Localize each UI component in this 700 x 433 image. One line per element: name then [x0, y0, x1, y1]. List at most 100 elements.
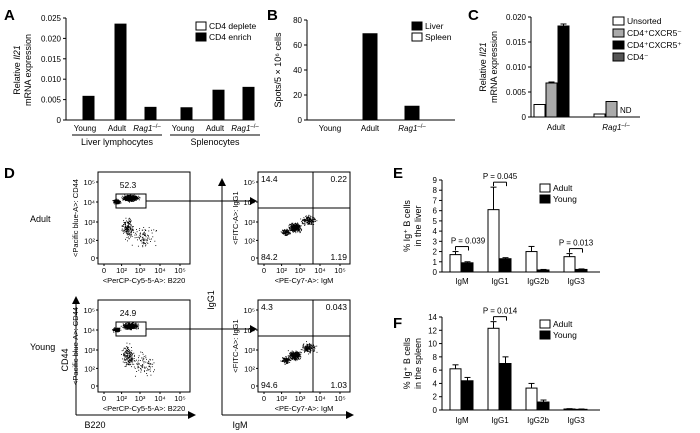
- panel-f-legend-swatch: [539, 319, 551, 329]
- panel-d-outer-left-xlabel: B220: [84, 420, 105, 430]
- panel-d-left-plot-event: [124, 228, 126, 230]
- panel-d-right-plot-event: [307, 351, 309, 353]
- panel-d-right-plot-event: [287, 231, 289, 233]
- panel-d-left-plot-event: [128, 324, 130, 326]
- panel-d-left-plot-event: [132, 324, 134, 326]
- panel-d-left-plot-event: [145, 366, 147, 368]
- panel-d-right-plot-event: [312, 216, 313, 218]
- panel-a-y-tick-label: 0.020: [41, 34, 62, 43]
- panel-c-category-label: Rag1–/–: [602, 123, 630, 132]
- panel-d-right-plot-event: [290, 351, 292, 353]
- panel-d-left-plot-event: [143, 242, 145, 244]
- panel-d-left-plot-event: [131, 234, 133, 236]
- panel-d-left-plot-event: [129, 228, 131, 230]
- panel-d-left-plot-event: [131, 200, 133, 202]
- panel-d-left-plot-event: [126, 228, 128, 230]
- panel-d-right-plot-event: [304, 225, 306, 226]
- panel-d-left-plot-event: [136, 195, 137, 197]
- panel-letter-f: F: [393, 315, 402, 332]
- panel-d-right-plot-event: [281, 229, 283, 231]
- panel-d-left-plot-event: [129, 222, 131, 224]
- panel-d-left-plot-event: [148, 230, 150, 232]
- panel-d-left-plot-event: [144, 371, 145, 373]
- panel-d-left-plot-event: [132, 228, 134, 230]
- panel-d-left-plot-event: [114, 328, 116, 330]
- panel-d-left-plot-event: [144, 367, 146, 369]
- panel-d-right-plot-event: [314, 219, 315, 220]
- panel-d-left-plot-event: [125, 222, 127, 224]
- panel-d-right-plot-event: [298, 355, 299, 356]
- panel-d-right-plot-event: [300, 228, 302, 230]
- panel-d-left-plot-event: [130, 226, 132, 228]
- panel-d-right-plot-event: [287, 350, 289, 352]
- panel-d-right-plot-event: [287, 232, 289, 234]
- panel-d-left-plot-event: [128, 196, 130, 198]
- panel-d-right-plot-event: [311, 218, 313, 220]
- panel-d-right-plot-event: [287, 234, 288, 235]
- panel-d-left-plot-event: [128, 234, 130, 235]
- panel-a-ylabel-line2: mRNA expression: [23, 34, 33, 106]
- panel-d-left-plot-event: [129, 326, 131, 328]
- panel-e-y-tick-label: 1: [433, 258, 438, 267]
- panel-d-left-plot-event: [142, 364, 144, 366]
- panel-d-left-plot-event: [130, 229, 132, 231]
- panel-d-left-plot-event: [123, 347, 125, 349]
- panel-d-right-plot-event: [293, 229, 295, 231]
- panel-d-right-plot-event: [299, 231, 301, 232]
- panel-d-left-plot-event: [133, 326, 135, 328]
- panel-d-left-plot-event: [136, 196, 138, 198]
- panel-d-left-plot-event: [132, 358, 134, 360]
- panel-d-left-plot-event: [130, 196, 132, 198]
- panel-d-left-plot-event: [127, 229, 129, 231]
- panel-a-category-label: Young: [172, 124, 194, 133]
- panel-d-left-plot-event: [125, 221, 127, 223]
- panel-d-left-plot-event: [113, 328, 115, 330]
- panel-d-right-plot-events: [280, 341, 318, 365]
- panel-d-right-plot-event: [288, 227, 290, 229]
- panel-d-quadrant-ll: 94.6: [261, 380, 278, 390]
- panel-d-right-plot-event: [302, 347, 304, 349]
- panel-d-left-plot-event: [131, 198, 132, 200]
- panel-d-left-plot-event: [126, 350, 128, 351]
- panel-d-right-plot-event: [302, 344, 304, 346]
- panel-d-left-plot-event: [128, 328, 130, 330]
- panel-d-right-x-tick-label: 10⁴: [314, 394, 326, 403]
- panel-d-left-plot-event: [141, 239, 143, 241]
- panel-d-right-plot-event: [289, 356, 291, 358]
- panel-d-left-plot-event: [116, 203, 118, 205]
- panel-d-left-plot-event: [123, 220, 125, 222]
- panel-d-left-plot-event: [149, 238, 151, 240]
- panel-d-right-plot-event: [286, 363, 288, 364]
- panel-d-left-plot-event: [144, 235, 145, 236]
- panel-d-left-y-tick-label: 0: [91, 382, 95, 391]
- panel-a-bar: [82, 95, 95, 121]
- panel-d-left-plot-event: [131, 361, 133, 363]
- panel-d-right-plot-event: [306, 343, 308, 345]
- panel-d-left-plot-event: [156, 230, 158, 231]
- panel-d-left-plot-event: [131, 328, 133, 329]
- panel-d-left-x-tick-label: 0: [102, 394, 106, 403]
- panel-d-right-plot-event: [296, 224, 297, 226]
- panel-d-left-xaxis-label: <PerCP-Cy5-5-A>: B220: [103, 404, 186, 413]
- panel-d-right-plot-event: [305, 349, 307, 351]
- panel-d-left-plot-event: [127, 323, 129, 324]
- panel-d-left-plot-event: [123, 358, 125, 360]
- panel-d-left-plot-event: [142, 357, 144, 359]
- panel-e-y-tick-label: 7: [433, 196, 438, 205]
- panel-d-left-plot-event: [135, 323, 137, 325]
- panel-d-left-plot-event: [135, 232, 137, 234]
- panel-d-right-plot-event: [307, 348, 309, 350]
- panel-d-right-plot-event: [287, 231, 288, 232]
- panel-f-bar: [461, 380, 474, 411]
- panel-d-right-plot-event: [284, 231, 286, 232]
- panel-d-right-plot-event: [307, 223, 309, 224]
- panel-f-category-label: IgG3: [567, 416, 585, 425]
- panel-d-left-plot-event: [126, 200, 128, 201]
- panel-d-left-plot-event: [153, 371, 154, 373]
- panel-d-right-plot-event: [294, 351, 296, 353]
- panel-d-left-plot-event: [143, 241, 145, 243]
- panel-d-left-plot-event: [132, 230, 134, 232]
- panel-f-y-tick-label: 2: [433, 393, 438, 402]
- panel-d-right-plot-event: [300, 218, 302, 220]
- panel-d-left-plot-event: [129, 343, 131, 345]
